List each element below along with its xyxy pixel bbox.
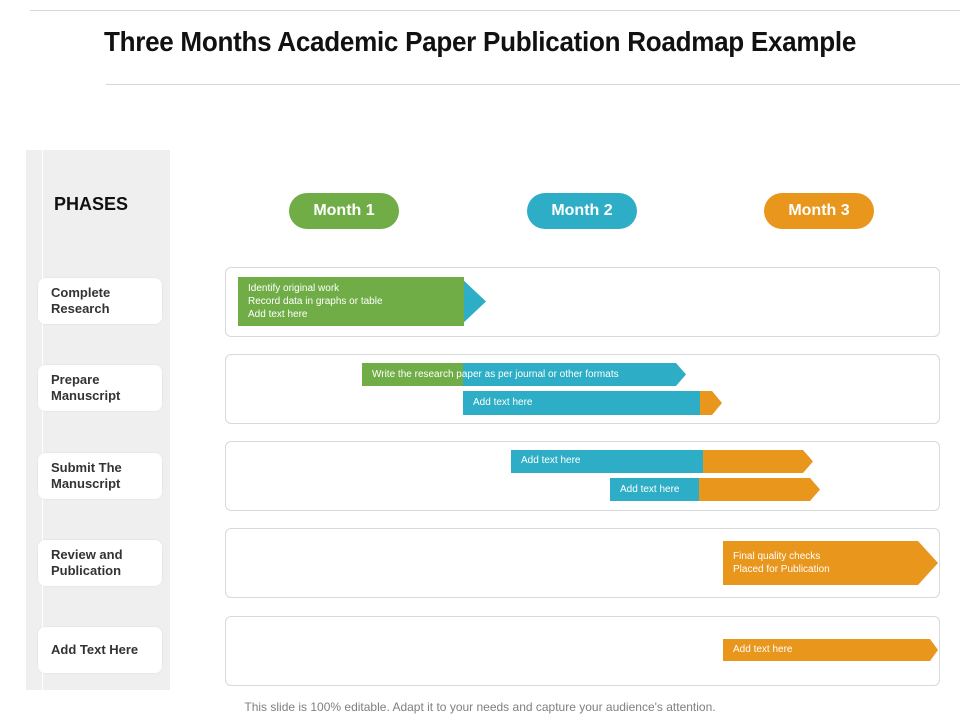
task-text-submit-2: Add text here <box>620 484 680 495</box>
page-title: Three Months Academic Paper Publication … <box>103 26 857 57</box>
phases-heading: PHASES <box>54 194 129 214</box>
task-text-research: Identify original work Record data in gr… <box>248 283 383 320</box>
phase-label: Prepare Manuscript <box>51 372 121 403</box>
phase-card-add-text: Add Text Here <box>38 627 162 673</box>
month-2-pill: Month 2 <box>527 193 637 229</box>
phase-card-submit-manuscript: Submit The Manuscript <box>38 453 162 499</box>
month-3-pill: Month 3 <box>764 193 874 229</box>
phase-card-complete-research: Complete Research <box>38 278 162 324</box>
task-text-review: Final quality checks Placed for Publicat… <box>733 551 830 575</box>
panel-stripe <box>42 150 43 690</box>
task-bar-submit-2 <box>610 478 820 501</box>
task-text-add-text: Add text here <box>733 644 793 655</box>
phase-label: Add Text Here <box>51 642 139 657</box>
phases-panel <box>26 150 170 690</box>
phase-card-review-publication: Review and Publication <box>38 540 162 586</box>
phase-label: Complete Research <box>51 285 111 316</box>
phase-label: Review and Publication <box>51 547 123 578</box>
task-text-prepare-2: Add text here <box>473 397 533 408</box>
task-bar-review <box>723 541 938 585</box>
top-divider <box>30 10 960 11</box>
phase-label: Submit The Manuscript <box>51 460 122 491</box>
month-1-pill: Month 1 <box>289 193 399 229</box>
task-bar-research <box>238 277 486 326</box>
task-bar-add-text <box>723 639 938 661</box>
task-bar-submit-1 <box>511 450 813 473</box>
task-text-write-paper: Write the research paper as per journal … <box>372 369 619 380</box>
task-text-submit-1: Add text here <box>521 455 581 466</box>
task-bar-prepare-2 <box>463 391 722 415</box>
footer-note: This slide is 100% editable. Adapt it to… <box>244 700 716 714</box>
task-bar-write-paper <box>362 363 686 386</box>
title-divider <box>106 84 960 85</box>
phase-card-prepare-manuscript: Prepare Manuscript <box>38 365 162 411</box>
